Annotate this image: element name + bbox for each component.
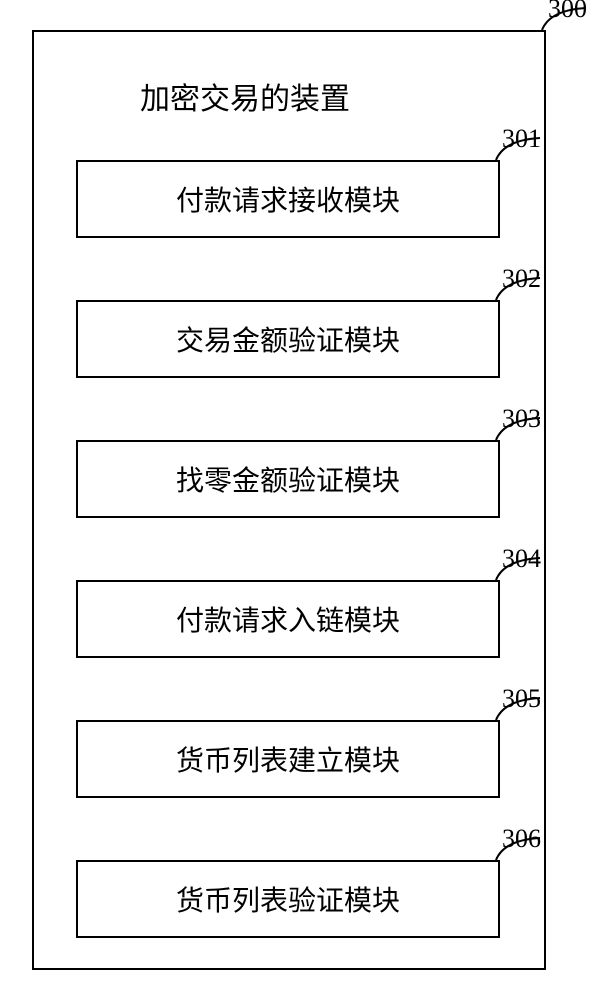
module-label: 付款请求接收模块 <box>176 179 400 219</box>
module-box: 找零金额验证模块 <box>76 440 500 518</box>
diagram-title: 加密交易的装置 <box>140 74 350 118</box>
module-label: 货币列表验证模块 <box>176 879 400 919</box>
outer-ref-label: 300 <box>548 0 587 24</box>
module-box: 交易金额验证模块 <box>76 300 500 378</box>
module-box: 货币列表建立模块 <box>76 720 500 798</box>
module-ref-label: 301 <box>502 124 541 154</box>
module-box: 付款请求接收模块 <box>76 160 500 238</box>
module-ref-label: 302 <box>502 264 541 294</box>
module-ref-label: 305 <box>502 684 541 714</box>
module-label: 找零金额验证模块 <box>176 459 400 499</box>
module-label: 付款请求入链模块 <box>176 599 400 639</box>
module-ref-label: 306 <box>502 824 541 854</box>
module-box: 付款请求入链模块 <box>76 580 500 658</box>
module-label: 交易金额验证模块 <box>176 319 400 359</box>
module-box: 货币列表验证模块 <box>76 860 500 938</box>
module-ref-label: 304 <box>502 544 541 574</box>
module-label: 货币列表建立模块 <box>176 739 400 779</box>
module-ref-label: 303 <box>502 404 541 434</box>
